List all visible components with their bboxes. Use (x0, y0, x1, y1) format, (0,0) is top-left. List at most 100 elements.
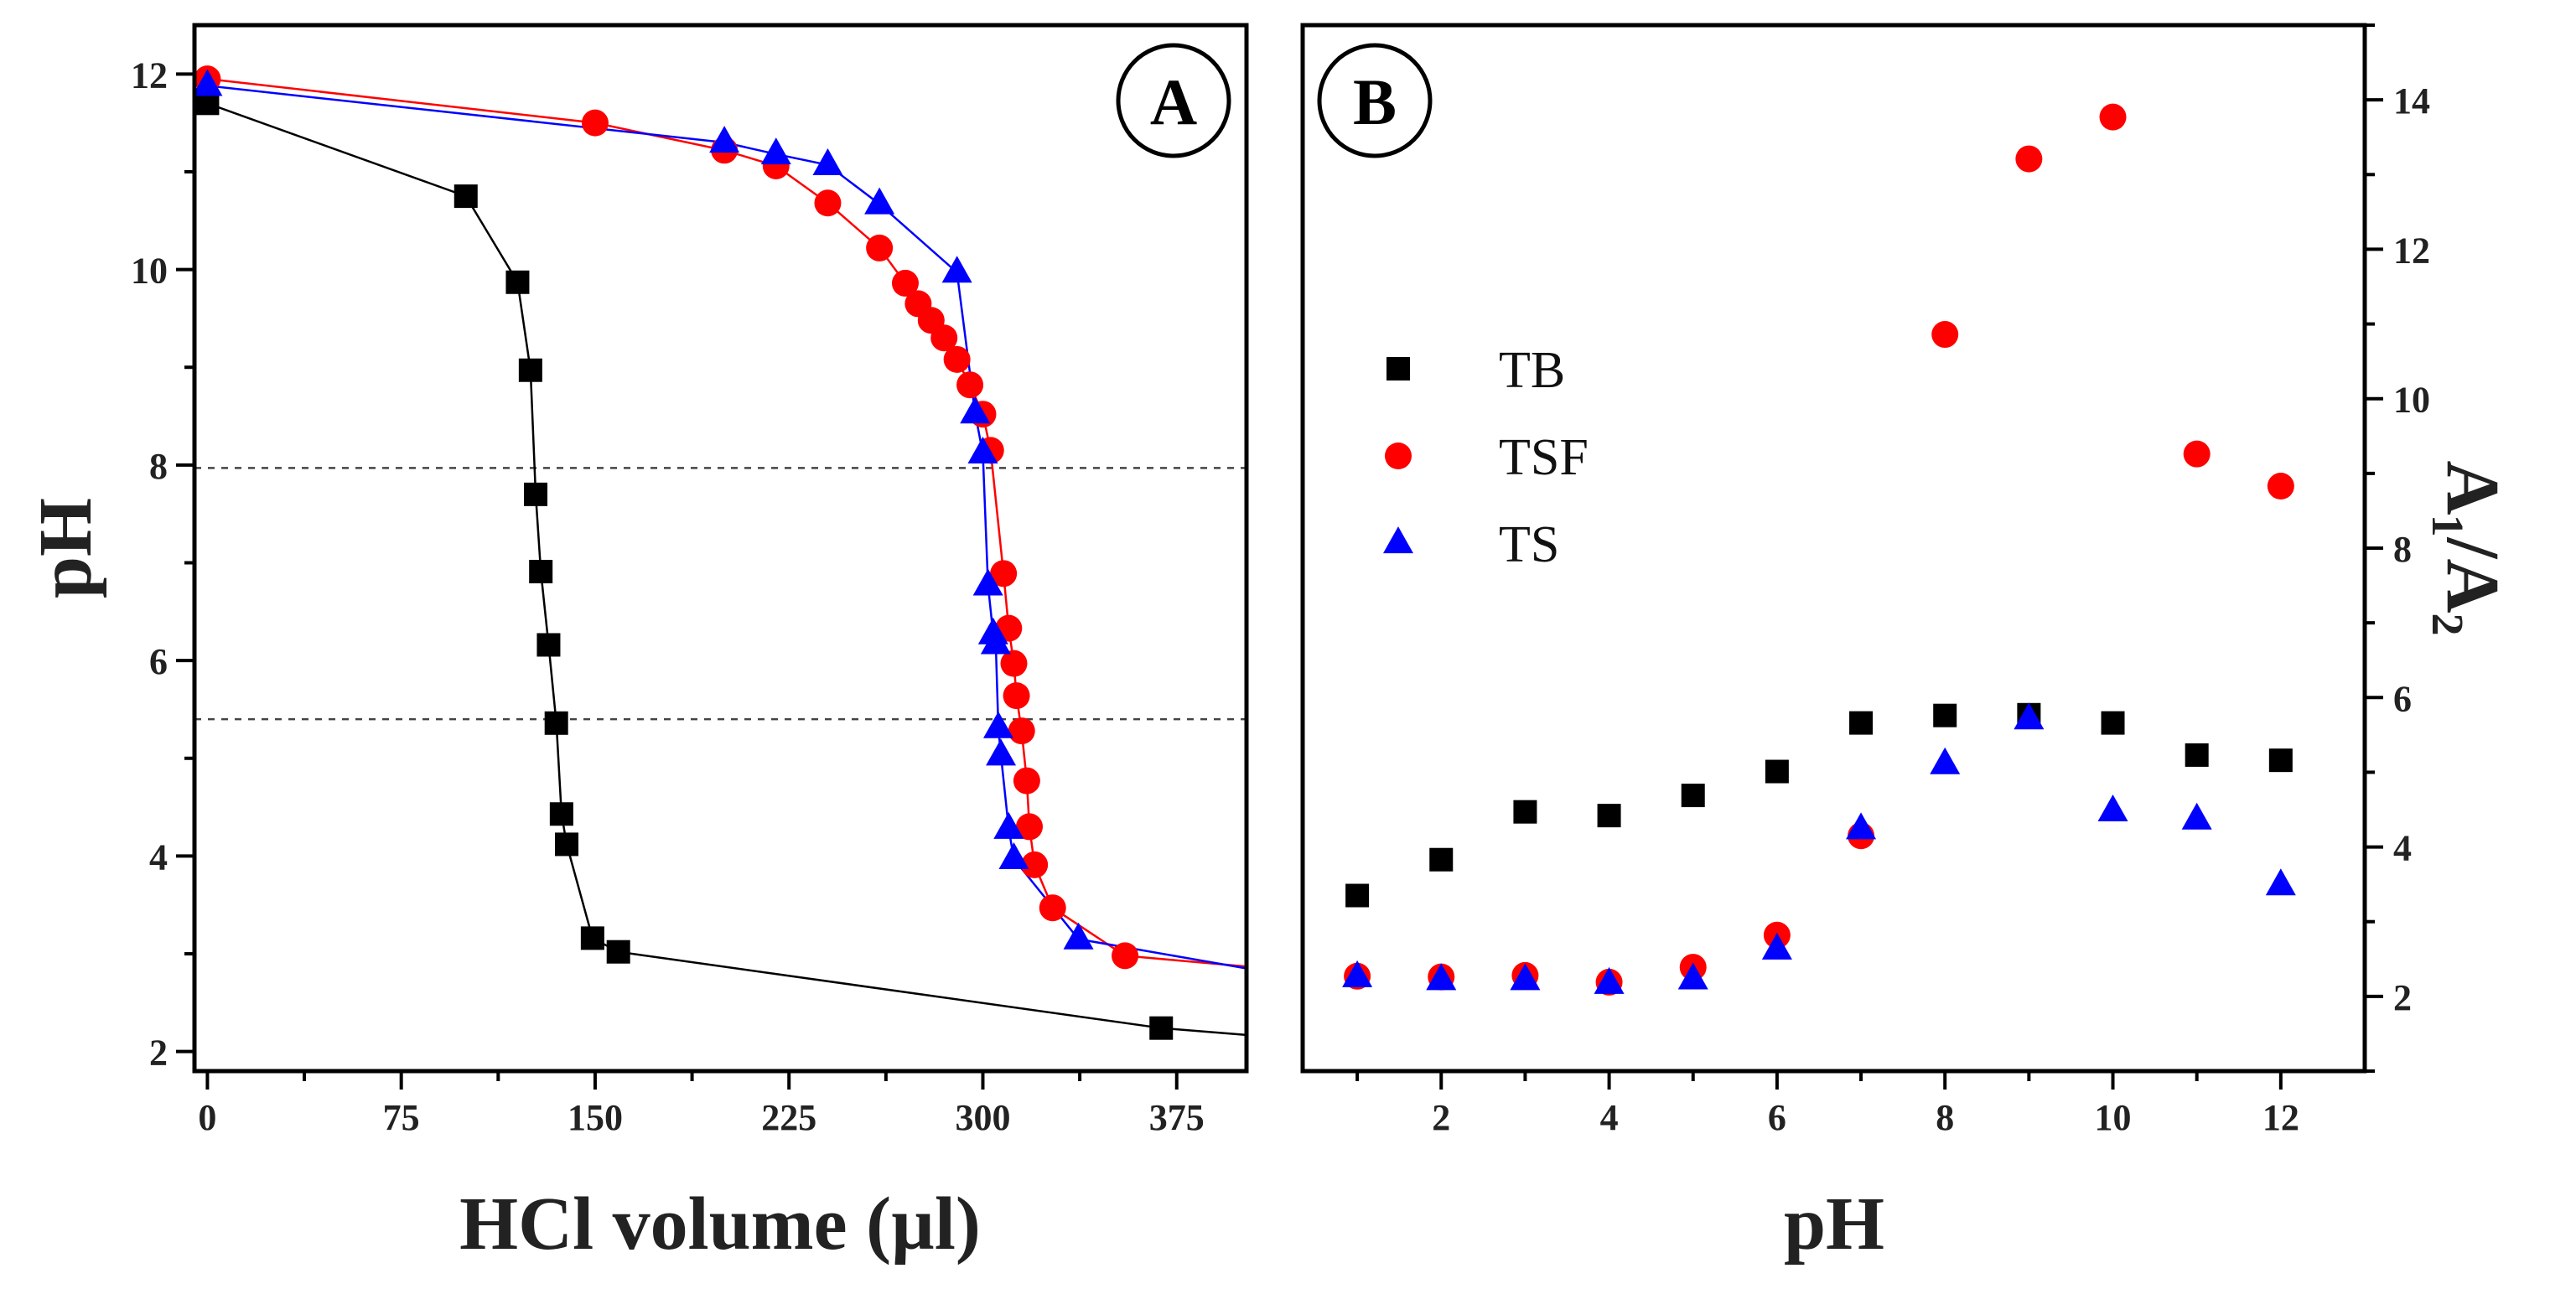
panel-a-tsf-point (1003, 682, 1030, 710)
panel-b: 2 4 6 8 10 12 2 4 6 8 10 12 14 pH A₁/A₂ TB TSF TS B (1300, 23, 2514, 1266)
panel-a-ts-point (760, 137, 791, 165)
panel-a-tb-point (544, 711, 568, 735)
panel-b-x-tick-label: 12 (2262, 1097, 2299, 1138)
panel-b-tsf-point (2099, 103, 2127, 131)
panel-b-tsf-point (1931, 321, 1959, 349)
panel-b-y-tick-label: 2 (2393, 977, 2412, 1018)
panel-b-legend-ts-label: TS (1499, 516, 1559, 573)
panel-b-plot-frame (1300, 23, 2367, 1074)
panel-a-y-tick-label: 4 (149, 836, 168, 877)
panel-b-tb-point (1849, 711, 1874, 735)
panel-a-ts-point (192, 69, 223, 96)
panel-b-tb-point (1429, 847, 1454, 872)
panel-a-plot-frame (192, 23, 1249, 1074)
panel-b-ts-point (1846, 812, 1877, 840)
panel-a-y-tick-label: 6 (149, 641, 168, 682)
panel-a-tsf-line (207, 77, 1247, 968)
panel-b-tb-point (1765, 759, 1789, 784)
panel-b-ticks (1355, 23, 2383, 1090)
panel-a-tb-point (606, 940, 630, 964)
panel-a-ts-point (982, 711, 1013, 738)
panel-a-x-tick-label: 375 (1149, 1097, 1205, 1138)
panel-a-markers (192, 65, 1174, 1040)
panel-a-y-tick-label: 10 (131, 251, 168, 292)
panel-b-y-tick-label: 14 (2393, 80, 2430, 122)
panel-a-ts-point (960, 396, 991, 424)
panel-b-tb-point (1345, 883, 1370, 908)
panel-a-x-axis-title: HCl volume (µl) (459, 1183, 981, 1266)
panel-b-x-tick-label: 6 (1768, 1097, 1786, 1138)
panel-b-tb-point (1597, 804, 1621, 828)
panel-a-ticks (176, 72, 1179, 1090)
panel-a-badge-label: A (1150, 65, 1197, 138)
panel-b-legend-tsf-label: TSF (1499, 429, 1589, 486)
panel-a-tick-labels: 0 75 150 225 300 375 2 4 6 8 10 12 (131, 54, 1205, 1138)
panel-b-tb-point (2101, 711, 2125, 735)
panel-a-tb-point (518, 358, 542, 382)
panel-a-x-tick-label: 225 (761, 1097, 816, 1138)
panel-a-tsf-point (930, 324, 958, 352)
panel-a-tsf-point (866, 234, 894, 261)
panel-a-badge: A (1116, 43, 1231, 158)
panel-b-legend-tb-swatch (1386, 357, 1410, 380)
panel-a-tb-point (580, 926, 604, 950)
panel-b-ts-point (1930, 747, 1961, 774)
panel-a-x-tick-label: 300 (955, 1097, 1010, 1138)
panel-b-y-tick-label: 10 (2393, 380, 2430, 421)
panel-b-x-tick-label: 10 (2095, 1097, 2132, 1138)
panel-a-x-tick-label: 150 (568, 1097, 623, 1138)
panel-b-tb-point (1681, 784, 1705, 808)
panel-a-tsf-point (1021, 851, 1049, 878)
panel-b-tb-point (1513, 800, 1537, 824)
panel-a-series-lines (206, 77, 1247, 1037)
panel-a-tsf-point (1000, 650, 1028, 677)
panel-a-tsf-point (956, 371, 984, 399)
panel-a-ts-point (980, 627, 1011, 655)
panel-a-tsf-point (891, 269, 919, 297)
panel-a-tb-point (549, 802, 573, 826)
panel-a-ts-point (1063, 922, 1094, 950)
panel-a-tb-point (536, 633, 561, 657)
panel-b-tb-point (2185, 743, 2209, 767)
panel-a-tsf-point (1112, 942, 1139, 970)
panel-a-x-tick-label: 75 (383, 1097, 420, 1138)
panel-b-ts-point (1510, 963, 1541, 991)
panel-a-ts-point (812, 148, 843, 175)
panel-a-ts-point (998, 842, 1029, 870)
panel-a-tb-point (555, 832, 579, 857)
panel-b-ts-point (2265, 868, 2296, 896)
panel-b-ts-point (2097, 794, 2128, 821)
panel-b-y-tick-label: 4 (2393, 828, 2412, 869)
panel-b-ts-point (1761, 932, 1792, 960)
panel-a-tsf-point (990, 560, 1018, 588)
panel-a-tb-point (1149, 1016, 1174, 1040)
panel-b-tick-labels: 2 4 6 8 10 12 2 4 6 8 10 12 14 (1432, 80, 2430, 1138)
panel-b-tsf-point (2267, 473, 2294, 500)
panel-b-ts-point (1677, 962, 1708, 990)
panel-b-badge-circle (1317, 43, 1433, 158)
panel-a-ts-point (941, 256, 972, 283)
panel-a-y-tick-label: 8 (149, 446, 168, 487)
panel-a-ts-point (993, 811, 1024, 839)
panel-b-x-tick-label: 2 (1432, 1097, 1450, 1138)
panel-a-ts-point (972, 568, 1003, 596)
panel-a-ts-point (986, 738, 1017, 766)
panel-b-markers (1342, 103, 2296, 996)
panel-b-tsf-point (2015, 145, 2043, 173)
panel-b-y-tick-label: 6 (2393, 678, 2412, 719)
panel-a-tsf-point (943, 345, 971, 373)
panel-a-ts-point (967, 437, 998, 464)
panel-b-legend-tb-label: TB (1499, 342, 1565, 399)
panel-a-y-tick-label: 12 (131, 54, 168, 96)
panel-a-tb-line (206, 102, 1247, 1037)
panel-b-y-axis-title: A₁/A₂ (2431, 461, 2514, 636)
panel-b-y-tick-label: 8 (2393, 529, 2412, 570)
panel-a-reference-lines (194, 467, 1247, 721)
panel-b-badge: B (1317, 43, 1433, 158)
panel-a-tsf-point (1008, 717, 1035, 745)
panel-b-x-axis-title: pH (1784, 1183, 1884, 1266)
panel-a-tsf-point (1013, 767, 1040, 795)
panel-a-x-tick-label: 0 (198, 1097, 216, 1138)
panel-a-y-axis-title: pH (24, 498, 107, 598)
